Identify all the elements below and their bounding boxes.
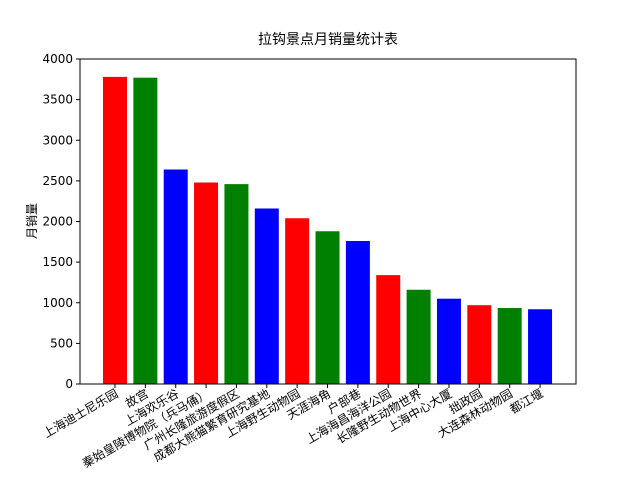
y-tick-label: 2000 (42, 215, 73, 229)
bar (467, 305, 492, 384)
bar (406, 289, 431, 384)
y-tick-label: 4000 (42, 52, 73, 66)
y-axis-label: 月销量 (25, 203, 39, 239)
bar (163, 169, 188, 384)
bar (376, 275, 401, 384)
bar (436, 298, 461, 384)
y-tick-label: 500 (50, 336, 73, 350)
x-tick-label: 上海迪士尼乐园 (40, 386, 120, 441)
y-tick-label: 3500 (42, 93, 73, 107)
bar (224, 184, 249, 384)
bar (194, 182, 219, 384)
bar (285, 218, 310, 384)
chart-title: 拉钩景点月销量统计表 (258, 32, 398, 48)
y-tick-label: 1000 (42, 296, 73, 310)
y-tick-label: 1500 (42, 255, 73, 269)
bar (497, 308, 522, 384)
y-tick-label: 2500 (42, 174, 73, 188)
y-tick-label: 0 (65, 377, 73, 391)
plot-frame (79, 58, 577, 385)
bar (528, 309, 553, 384)
y-tick-label: 3000 (42, 133, 73, 147)
bar (315, 231, 340, 384)
bar (345, 241, 370, 384)
bar (103, 76, 127, 384)
bar (254, 208, 279, 384)
x-tick-label: 都江堰 (507, 386, 545, 416)
bar (133, 77, 158, 384)
